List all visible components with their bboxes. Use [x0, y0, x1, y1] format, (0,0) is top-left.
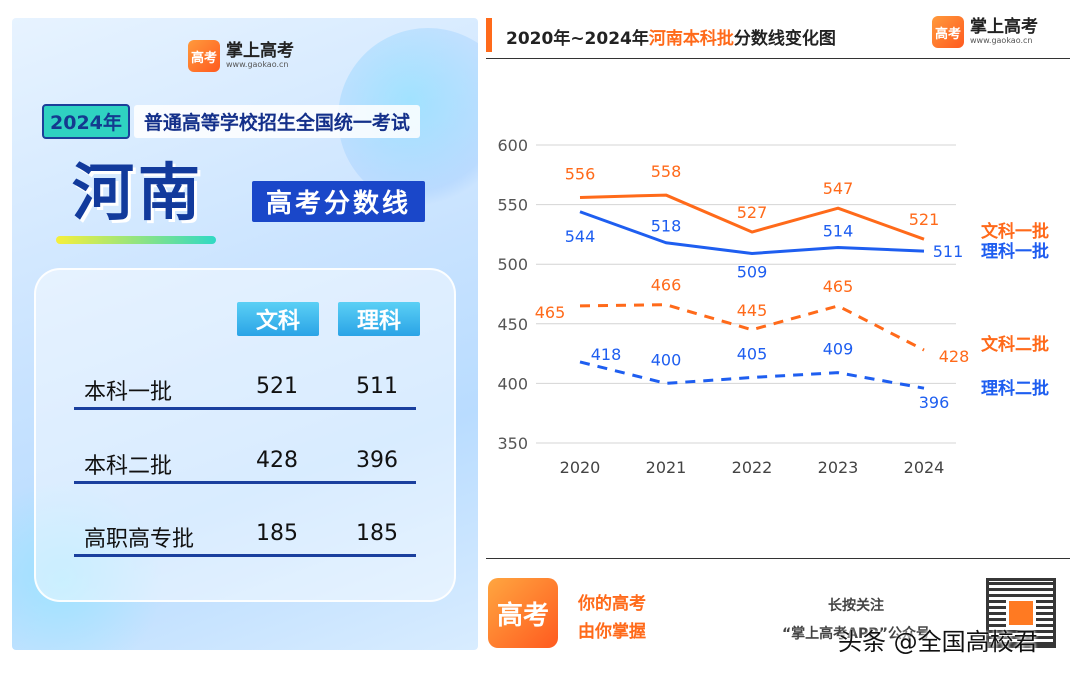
data-label: 466 — [651, 276, 682, 295]
column-header-wenke: 文科 — [237, 302, 319, 336]
like-score: 396 — [356, 448, 398, 473]
title-suffix: 分数线变化图 — [733, 29, 836, 49]
data-label: 521 — [909, 210, 940, 229]
x-tick-label: 2021 — [646, 458, 687, 477]
chart-title: 2020年~2024年河南本科批分数线变化图 — [506, 24, 836, 49]
series-line — [579, 193, 925, 241]
brand-url: www.gaokao.cn — [226, 60, 289, 69]
exam-banner: 2024年 普通高等学校招生全国统一考试 — [42, 104, 420, 139]
score-subtitle: 高考分数线 — [252, 181, 426, 222]
data-label: 418 — [591, 345, 622, 364]
data-label: 547 — [823, 179, 854, 198]
like-score: 511 — [356, 374, 398, 399]
slogan-line: 你的高考 — [578, 594, 646, 614]
legend-label: 文科二批 — [981, 334, 1049, 355]
brand-name: 掌上高考 — [970, 17, 1038, 37]
data-label: 465 — [823, 277, 854, 296]
legend-label: 文科一批 — [981, 221, 1049, 242]
title-years: 2020年~2024年 — [506, 29, 649, 49]
data-label: 428 — [939, 347, 970, 366]
source-credit: 头条 @全国高校君 — [838, 628, 1038, 656]
brand-name: 掌上高考 — [226, 41, 294, 61]
y-tick-label: 600 — [497, 136, 528, 155]
score-row: 本科二批 428 396 — [74, 440, 416, 484]
y-tick-label: 550 — [497, 196, 528, 215]
legend-label: 理科一批 — [981, 241, 1049, 262]
brand-url: www.gaokao.cn — [970, 36, 1033, 45]
data-label: 445 — [737, 301, 768, 320]
year-tag: 2024年 — [42, 104, 130, 139]
title-accent-bar — [486, 18, 492, 52]
series-line — [579, 303, 925, 352]
brand-logo: 高考 掌上高考 www.gaokao.cn — [188, 40, 294, 72]
data-label: 405 — [737, 344, 768, 363]
title-highlight: 河南本科批 — [648, 29, 734, 49]
y-tick-label: 400 — [497, 374, 528, 393]
x-tick-label: 2024 — [904, 458, 945, 477]
data-label: 396 — [919, 393, 950, 412]
series-line — [579, 210, 925, 255]
y-tick-label: 350 — [497, 434, 528, 453]
data-label: 514 — [823, 222, 854, 241]
score-row: 高职高专批 185 185 — [74, 513, 416, 557]
province-title: 河南 — [72, 156, 205, 229]
divider — [486, 558, 1070, 559]
title-underline — [56, 236, 216, 244]
data-label: 518 — [651, 217, 682, 236]
column-header-like: 理科 — [338, 302, 420, 336]
data-label: 409 — [823, 340, 854, 359]
qr-center-logo-icon — [1006, 598, 1036, 628]
legend-label: 理科二批 — [981, 378, 1049, 399]
gaokao-logo-icon: 高考 — [932, 16, 964, 48]
data-label: 511 — [933, 242, 964, 261]
score-row: 本科一批 521 511 — [74, 366, 416, 410]
data-label: 400 — [651, 350, 682, 369]
data-label: 556 — [565, 164, 596, 183]
row-label: 高职高专批 — [84, 527, 195, 552]
gaokao-app-icon: 高考 — [488, 578, 558, 648]
data-label: 558 — [651, 162, 682, 181]
data-label: 544 — [565, 227, 596, 246]
row-label: 本科一批 — [84, 380, 173, 405]
slogan: 你的高考 由你掌握 — [578, 590, 646, 646]
wenke-score: 521 — [256, 374, 298, 399]
data-label: 527 — [737, 203, 768, 222]
brand-logo: 高考 掌上高考 www.gaokao.cn — [932, 16, 1038, 48]
row-label: 本科二批 — [84, 454, 173, 479]
gaokao-logo-icon: 高考 — [188, 40, 220, 72]
x-tick-label: 2020 — [560, 458, 601, 477]
slogan-line: 由你掌握 — [578, 622, 646, 642]
follow-prompt: 长按关注 “掌上高考APP”公众号 — [746, 592, 966, 648]
data-label: 465 — [535, 303, 566, 322]
data-label: 509 — [737, 262, 768, 281]
y-tick-label: 500 — [497, 255, 528, 274]
x-tick-label: 2022 — [732, 458, 773, 477]
follow-line: 长按关注 — [828, 598, 884, 614]
wenke-score: 185 — [256, 521, 298, 546]
like-score: 185 — [356, 521, 398, 546]
follow-line: “掌上高考APP”公众号 — [781, 626, 931, 642]
wenke-score: 428 — [256, 448, 298, 473]
chart-panel: 2020年~2024年河南本科批分数线变化图 高考 掌上高考 www.gaoka… — [486, 10, 1070, 670]
exam-name: 普通高等学校招生全国统一考试 — [133, 105, 420, 138]
y-tick-label: 450 — [497, 315, 528, 334]
series-line — [579, 360, 925, 390]
line-chart: 350 400 450 500 550 600 2020 2021 2022 2023 2024 55… — [497, 136, 1049, 477]
divider — [486, 58, 1070, 59]
x-tick-label: 2023 — [818, 458, 859, 477]
